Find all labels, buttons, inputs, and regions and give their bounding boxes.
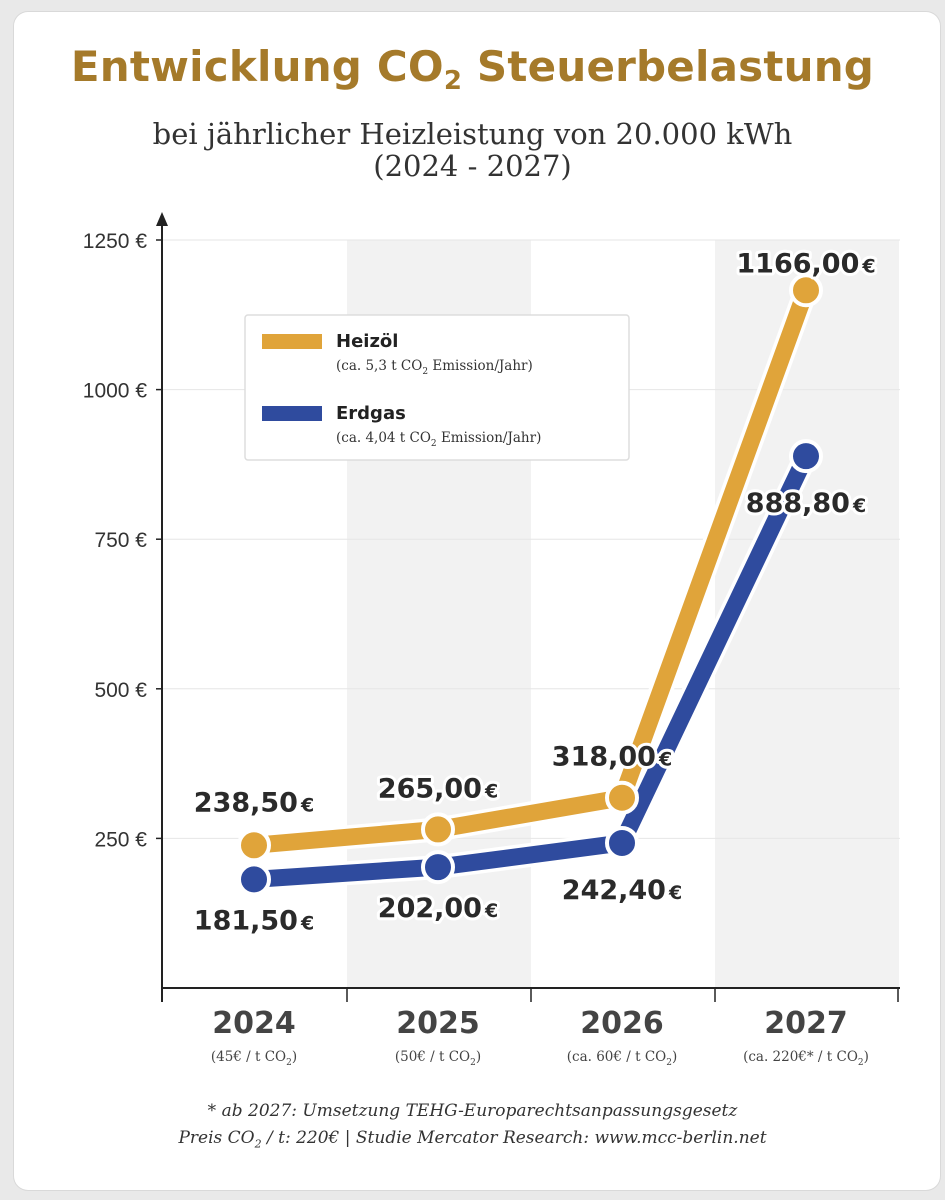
x-tick-label: 2025 [396, 1006, 480, 1041]
footnote-line-1: * ab 2027: Umsetzung TEHG-Europarechtsan… [207, 1101, 738, 1121]
data-label: 1166,00 € [736, 248, 875, 279]
series-line [245, 281, 815, 854]
y-tick-label: 500 € [94, 679, 147, 702]
data-point [237, 828, 271, 863]
x-tick-note: (ca. 60€ / t CO2) [567, 1049, 678, 1068]
chart-subtitle: bei jährlicher Heizleistung von 20.000 k… [0, 118, 945, 182]
y-tick-label: 1250 € [83, 230, 148, 253]
data-label: 181,50 € [194, 905, 314, 936]
data-point [237, 862, 271, 897]
x-tick-label: 2026 [580, 1006, 664, 1041]
data-label: 888,80 € [746, 488, 866, 519]
subtitle-line-2: (2024 - 2027) [373, 149, 572, 183]
data-point [789, 273, 823, 308]
legend-swatch [262, 334, 322, 349]
y-tick-label: 250 € [94, 828, 147, 851]
legend: Heizöl (ca. 5,3 t CO2 Emission/Jahr) Erdga… [244, 314, 630, 461]
x-tick-label: 2024 [212, 1006, 296, 1041]
legend-label: Erdgas [336, 403, 406, 424]
x-tick-note: (45€ / t CO2) [211, 1049, 297, 1068]
background-band [715, 240, 899, 988]
data-point [605, 780, 639, 815]
series-line [245, 447, 815, 888]
legend-label: Heizöl [336, 331, 398, 352]
y-tick-label: 750 € [94, 529, 147, 552]
y-axis-arrow [156, 212, 168, 226]
data-label: 238,50 € [194, 787, 314, 818]
data-label: 265,00 € [378, 773, 498, 804]
x-tick-label: 2027 [764, 1006, 848, 1041]
legend-note: (ca. 5,3 t CO2 Emission/Jahr) [336, 358, 533, 377]
data-label: 318,00 € [552, 742, 672, 773]
x-tick-note: (ca. 220€* / t CO2) [743, 1049, 869, 1068]
chart-title: Entwicklung CO2 Steuerbelastung [70, 42, 875, 96]
legend-note: (ca. 4,04 t CO2 Emission/Jahr) [336, 430, 541, 449]
data-point [789, 439, 823, 474]
data-label: 242,40 € [562, 875, 682, 906]
y-tick-label: 1000 € [83, 380, 148, 403]
legend-box [244, 314, 630, 461]
x-tick-note: (50€ / t CO2) [395, 1049, 481, 1068]
footnote-line-2: Preis CO2 / t: 220€ | Studie Mercator Re… [178, 1128, 767, 1151]
footnote: * ab 2027: Umsetzung TEHG-Europarechtsan… [0, 1098, 945, 1157]
data-point [605, 825, 639, 860]
legend-swatch [262, 406, 322, 421]
subtitle-line-1: bei jährlicher Heizleistung von 20.000 k… [152, 117, 793, 151]
data-point [421, 812, 455, 847]
data-point [421, 850, 455, 885]
data-label: 202,00 € [378, 893, 498, 924]
